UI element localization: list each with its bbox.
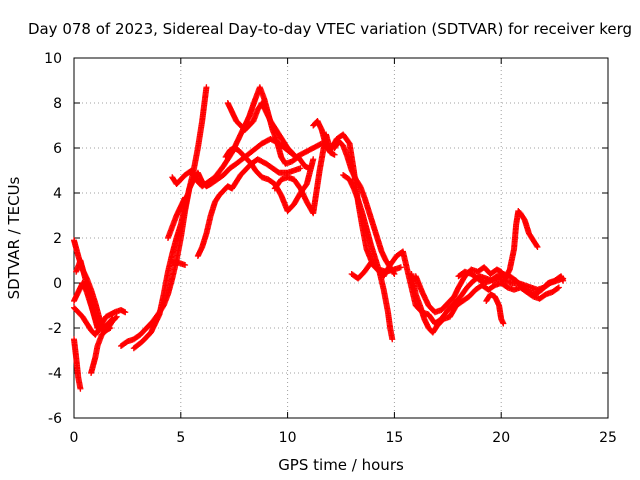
data-point-marker	[555, 284, 562, 291]
y-tick-label: 10	[44, 51, 62, 67]
data-point-marker	[554, 285, 561, 292]
data-point-marker	[203, 84, 210, 91]
series-5	[71, 336, 84, 392]
data-point-marker	[113, 313, 120, 320]
data-point-marker	[500, 320, 507, 327]
series-14	[222, 145, 317, 214]
y-axis-label: SDTVAR / TECUs	[5, 176, 23, 300]
data-point-marker	[391, 271, 398, 277]
y-tick-label: -4	[48, 366, 62, 382]
x-tick-label: 5	[176, 430, 185, 446]
data-point-marker	[107, 325, 114, 331]
data-point-marker	[310, 156, 317, 163]
series-22	[483, 291, 507, 327]
data-point-marker	[182, 194, 189, 201]
y-tick-label: 8	[53, 96, 62, 112]
series-6	[88, 325, 114, 376]
series-17	[331, 138, 398, 277]
series-20	[408, 271, 562, 336]
series-18	[340, 172, 396, 343]
y-tick-label: -2	[48, 321, 62, 337]
data-point-marker	[297, 165, 304, 172]
data-point-marker	[397, 264, 404, 271]
series-3	[71, 304, 116, 338]
x-tick-label: 0	[70, 430, 79, 446]
series-21	[412, 208, 541, 316]
data-point-marker	[96, 327, 103, 334]
data-point-marker	[331, 151, 338, 158]
data-point-marker	[291, 151, 298, 158]
data-point-marker	[290, 150, 297, 157]
data-point-marker	[122, 309, 129, 316]
data-point-marker	[112, 314, 119, 321]
y-tick-label: 0	[53, 276, 62, 292]
data-point-marker	[534, 244, 541, 250]
data-point-marker	[560, 277, 567, 284]
y-tick-label: 4	[53, 186, 62, 202]
data-point-marker	[109, 316, 116, 322]
x-axis-label: GPS time / hours	[278, 456, 404, 474]
y-tick-label: 6	[53, 141, 62, 157]
x-tick-label: 25	[599, 430, 617, 446]
series-7	[117, 84, 210, 349]
series-13	[224, 100, 298, 158]
series-19	[348, 248, 567, 327]
series-4	[71, 280, 103, 334]
y-tick-label: -6	[48, 411, 62, 427]
series-10	[164, 194, 189, 241]
x-tick-label: 20	[492, 430, 510, 446]
chart-title: Day 078 of 2023, Sidereal Day-to-day VTE…	[27, 20, 633, 38]
data-point-marker	[390, 269, 397, 276]
x-tick-label: 10	[279, 430, 297, 446]
series-12	[194, 156, 304, 259]
series-16	[310, 118, 338, 158]
data-point-marker	[108, 316, 115, 323]
y-tick-label: 2	[53, 231, 62, 247]
data-point-marker	[77, 385, 84, 392]
x-tick-label: 15	[385, 430, 403, 446]
data-point-marker	[182, 262, 189, 268]
series-11	[169, 259, 189, 268]
data-point-marker	[533, 242, 540, 249]
series-15	[271, 131, 334, 217]
series-23	[455, 268, 567, 298]
data-point-marker	[389, 336, 396, 343]
